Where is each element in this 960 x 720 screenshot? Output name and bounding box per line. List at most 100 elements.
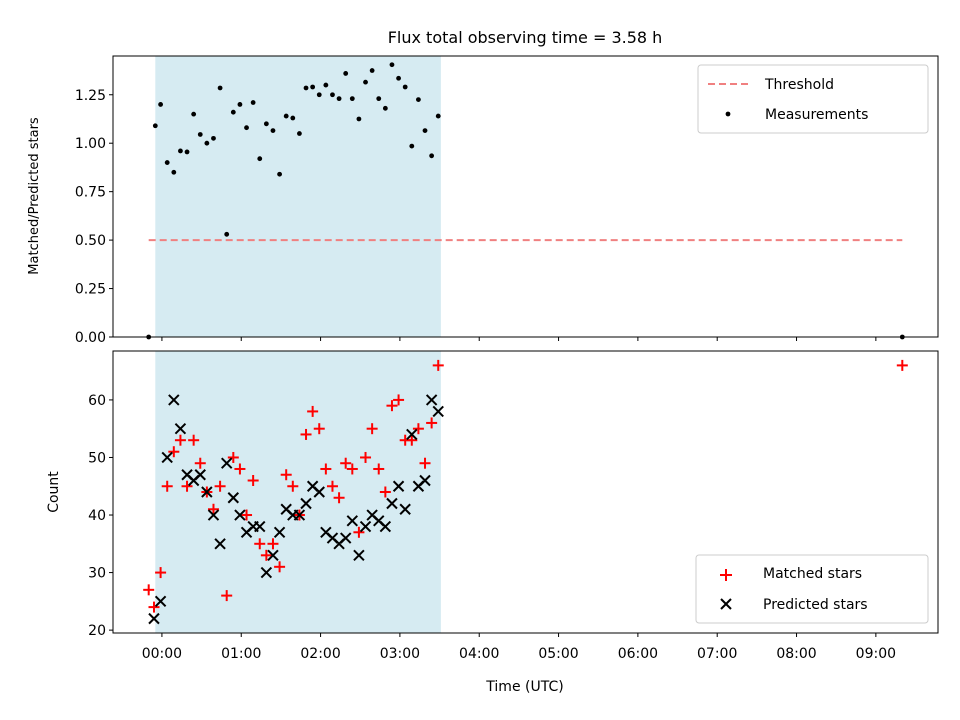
measurement-point xyxy=(316,92,322,98)
y-tick-label: 1.00 xyxy=(75,136,106,152)
measurement-point xyxy=(330,92,335,98)
matched-star-point xyxy=(234,463,246,475)
predicted-star-point xyxy=(194,469,206,481)
y-tick-label: 20 xyxy=(88,623,106,639)
measurement-point xyxy=(356,116,362,122)
chart-title: Flux total observing time = 3.58 h xyxy=(388,28,663,47)
matched-star-point xyxy=(366,423,378,435)
measurement-point xyxy=(336,96,342,102)
matched-star-point xyxy=(326,480,338,492)
x-tick-label: 01:00 xyxy=(221,646,261,662)
predicted-star-point xyxy=(273,526,286,538)
matched-star-point xyxy=(320,463,332,475)
measurement-point xyxy=(389,62,395,68)
legend-matched-swatch xyxy=(720,569,732,581)
matched-star-point xyxy=(247,474,259,486)
measurement-point xyxy=(224,231,230,237)
measurement-point xyxy=(402,84,408,90)
predicted-star-point xyxy=(419,474,431,487)
measurement-point xyxy=(283,113,289,119)
matched-star-point xyxy=(181,480,193,492)
measurement-point xyxy=(230,109,236,115)
ratio-panel: Flux total observing time = 3.58 h 0.00 0… xyxy=(27,28,939,346)
matched-star-point xyxy=(313,423,325,435)
measurement-point xyxy=(158,102,163,107)
y-tick-label: 0.50 xyxy=(75,233,106,249)
ratio-legend: Threshold Measurements xyxy=(697,64,929,134)
predicted-star-point xyxy=(227,492,240,504)
predicted-star-point xyxy=(148,612,160,625)
predicted-star-point xyxy=(161,451,173,464)
measurement-point xyxy=(277,171,282,177)
matched-star-point xyxy=(307,405,319,417)
measurement-point xyxy=(290,115,296,121)
predicted-star-point xyxy=(432,405,444,418)
predicted-star-point xyxy=(234,509,246,521)
ratio-legend-box xyxy=(697,64,929,134)
matched-star-point xyxy=(432,359,444,371)
measurement-point xyxy=(435,113,441,119)
y-tick-label: 40 xyxy=(88,508,106,524)
count-y-axis-label: Count xyxy=(46,471,62,513)
measurement-point xyxy=(429,153,435,159)
x-tick-label: 09:00 xyxy=(856,646,896,662)
predicted-star-point xyxy=(359,520,372,533)
matched-star-point xyxy=(379,486,391,498)
x-tick-label: 03:00 xyxy=(380,646,420,662)
matched-star-point xyxy=(207,503,219,515)
matched-star-point xyxy=(274,561,286,573)
matched-star-point xyxy=(333,492,345,504)
predicted-star-point xyxy=(293,509,306,521)
matched-star-point xyxy=(353,526,365,538)
measurement-point xyxy=(191,111,197,117)
matched-star-point xyxy=(412,423,424,435)
measurement-point xyxy=(396,75,401,81)
predicted-star-point xyxy=(154,595,167,608)
predicted-star-point xyxy=(267,549,279,562)
matched-star-point xyxy=(143,584,155,596)
matched-star-point xyxy=(174,434,186,446)
matched-star-point xyxy=(168,446,180,458)
x-tick-label: 07:00 xyxy=(697,646,737,662)
matched-star-point xyxy=(373,463,385,475)
y-tick-label: 60 xyxy=(88,393,106,409)
matched-star-point xyxy=(254,538,266,550)
y-tick-label: 1.25 xyxy=(75,88,106,104)
matched-star-point xyxy=(406,434,418,446)
y-tick-label: 30 xyxy=(88,566,106,582)
matched-star-point xyxy=(419,457,431,469)
count-panel: 20 30 40 50 60 00:00 01:00 02:00 03:00 04:00 05:0… xyxy=(46,350,939,695)
measurement-point xyxy=(164,160,170,165)
predicted-star-point xyxy=(386,497,398,510)
measurement-point xyxy=(178,148,183,154)
matched-star-point xyxy=(227,451,239,463)
matched-star-point xyxy=(300,428,312,440)
measurement-point xyxy=(382,105,388,111)
measurement-point xyxy=(263,121,269,127)
measurement-point xyxy=(217,85,223,91)
predicted-star-point xyxy=(214,538,226,550)
ratio-panel-frame xyxy=(112,55,939,338)
measurement-point xyxy=(409,143,415,149)
matched-star-point xyxy=(161,480,173,492)
matched-star-point xyxy=(260,549,272,561)
predicted-star-point xyxy=(339,532,352,544)
x-tick-label: 02:00 xyxy=(300,646,340,662)
predicted-star-point xyxy=(425,394,438,406)
x-tick-label: 08:00 xyxy=(776,646,816,662)
matched-star-point xyxy=(393,394,405,406)
matched-star-point xyxy=(148,601,160,613)
x-tick-label: 05:00 xyxy=(538,646,578,662)
count-panel-frame xyxy=(112,350,939,634)
observing-window-band xyxy=(155,56,441,337)
measurement-point xyxy=(323,82,329,88)
measurement-point xyxy=(363,79,368,85)
measurement-point xyxy=(244,125,249,131)
measurement-point xyxy=(376,96,382,102)
predicted-star-point xyxy=(207,509,220,521)
predicted-star-point xyxy=(220,457,233,469)
matched-star-point xyxy=(360,451,372,463)
measurement-point xyxy=(422,128,428,134)
y-tick-label: 0.25 xyxy=(75,282,106,298)
